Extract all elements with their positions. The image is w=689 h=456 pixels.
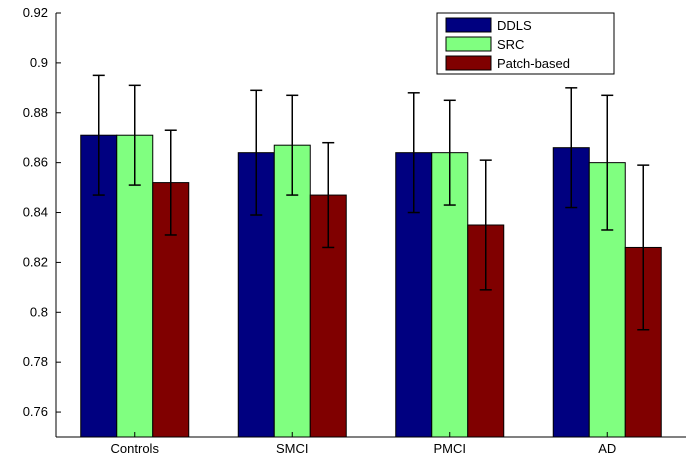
axes	[55, 13, 686, 438]
y-tick-label: 0.92	[23, 5, 48, 20]
y-tick-label: 0.76	[23, 404, 48, 419]
y-tick-label: 0.8	[30, 304, 48, 319]
x-ticks: Controls SMCI PMCI AD	[111, 432, 616, 456]
x-tick-label-smci: SMCI	[276, 441, 309, 456]
y-tick-label: 0.82	[23, 254, 48, 269]
y-tick-label: 0.9	[30, 55, 48, 70]
y-tick-label: 0.88	[23, 105, 48, 120]
error-bar-controls-patch-based	[164, 129, 177, 236]
error-bar-smci-patch-based	[322, 141, 335, 249]
bars-layer	[80, 134, 662, 438]
x-tick-label-pmci: PMCI	[434, 441, 467, 456]
error-bar-ad-patch-based	[637, 164, 650, 331]
error-bar-controls-src	[128, 84, 141, 186]
legend: DDLS SRC Patch-based	[436, 12, 615, 75]
x-tick-label-ad: AD	[598, 441, 616, 456]
legend-swatch-ddls	[445, 17, 492, 33]
error-bar-smci-ddls	[250, 89, 263, 216]
legend-label-src: SRC	[497, 37, 524, 52]
x-tick-label-controls: Controls	[111, 441, 160, 456]
error-bar-pmci-src	[443, 99, 456, 206]
error-bars-layer	[92, 74, 650, 331]
y-tick-label: 0.78	[23, 354, 48, 369]
y-tick-label: 0.86	[23, 155, 48, 170]
legend-label-patch-based: Patch-based	[497, 56, 570, 71]
error-bar-pmci-ddls	[407, 92, 420, 214]
error-bar-controls-ddls	[92, 74, 105, 196]
legend-swatch-src	[445, 36, 492, 52]
y-ticks: 0.76 0.78 0.8 0.82 0.84 0.86 0.88 0.9 0.92	[23, 5, 61, 419]
legend-swatch-patch-based	[445, 55, 492, 71]
y-tick-label: 0.84	[23, 205, 48, 220]
error-bar-ad-ddls	[565, 87, 578, 209]
error-bar-smci-src	[286, 94, 299, 196]
error-bar-ad-src	[601, 94, 614, 231]
legend-label-ddls: DDLS	[497, 18, 532, 33]
error-bar-pmci-patch-based	[479, 159, 492, 291]
